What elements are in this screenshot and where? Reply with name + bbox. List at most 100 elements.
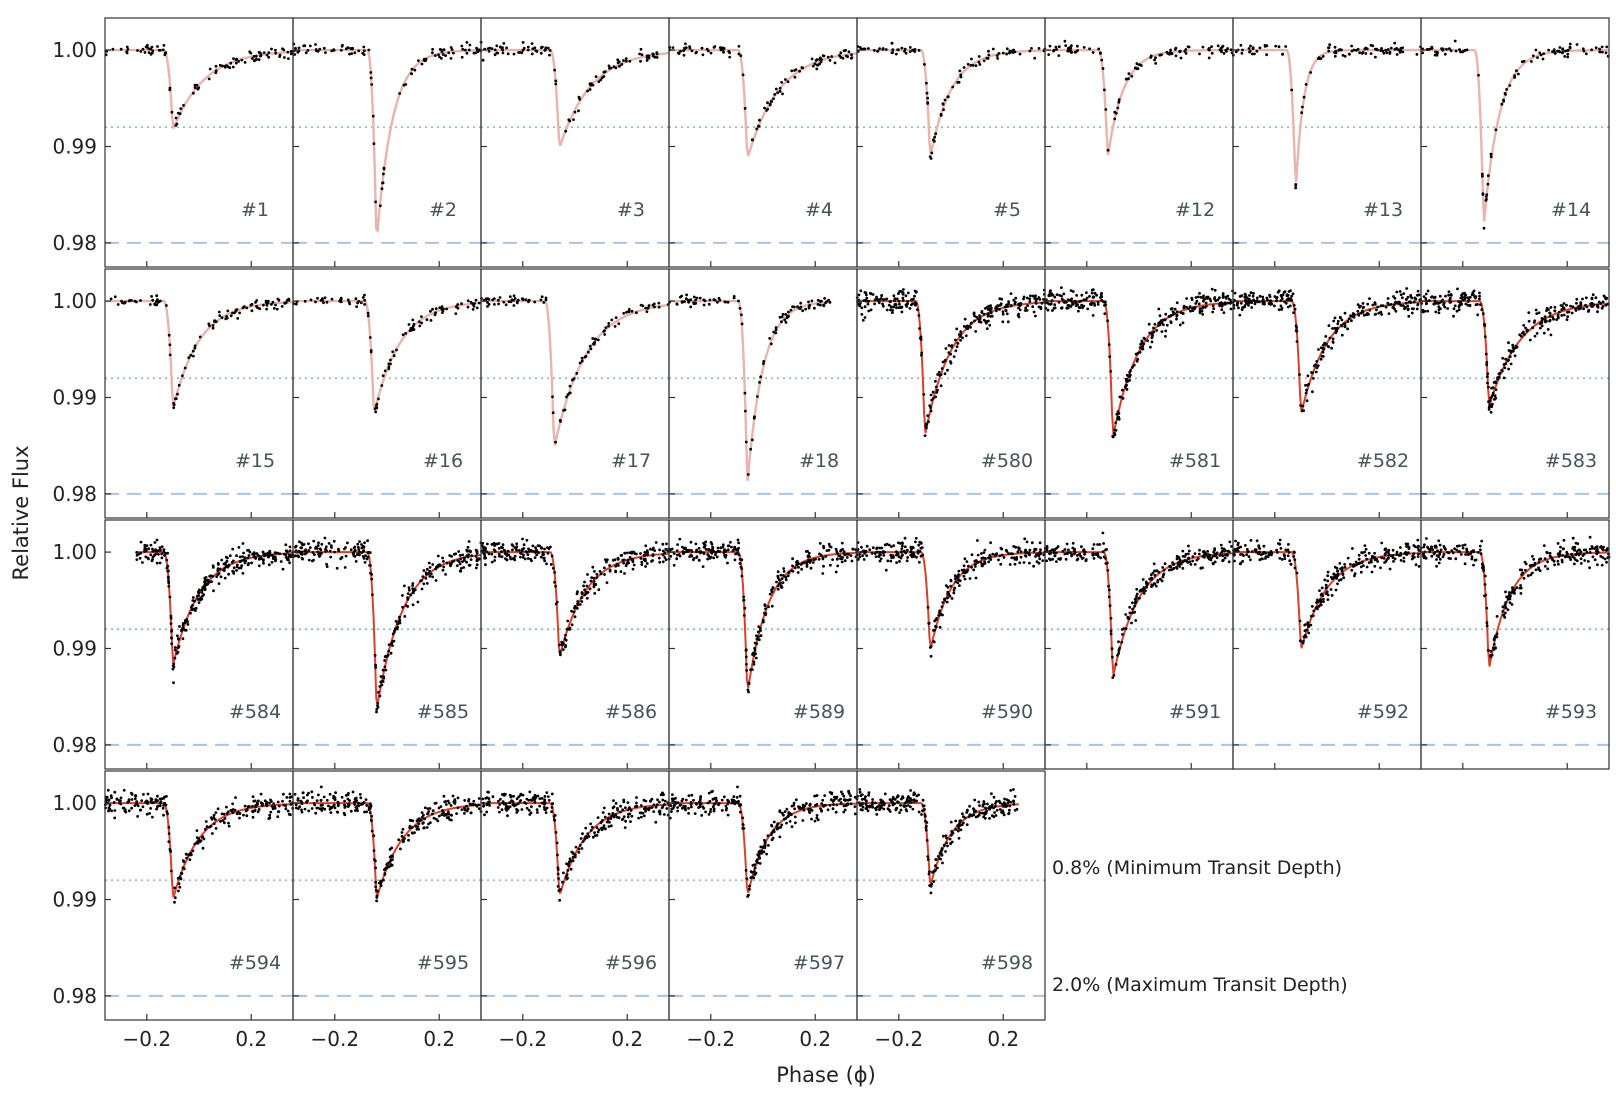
data-point	[1391, 554, 1395, 557]
data-point	[996, 304, 999, 308]
data-point	[1145, 583, 1149, 587]
data-point	[1255, 49, 1259, 53]
data-point	[466, 299, 470, 303]
data-point	[880, 546, 884, 550]
data-point	[1078, 552, 1082, 556]
data-point	[254, 58, 257, 62]
data-point	[548, 49, 552, 52]
data-point	[665, 542, 668, 546]
data-point	[177, 889, 180, 893]
data-point	[759, 629, 762, 632]
data-point	[987, 560, 991, 564]
data-point	[1534, 568, 1538, 572]
data-point	[394, 620, 398, 623]
data-point	[746, 688, 750, 692]
data-point	[177, 637, 180, 641]
data-point	[1319, 357, 1323, 361]
data-point	[1437, 539, 1441, 543]
data-point	[895, 306, 898, 310]
data-point	[1468, 303, 1472, 307]
data-point	[1431, 548, 1434, 552]
data-point	[169, 616, 173, 620]
data-point	[897, 48, 900, 52]
data-point	[167, 832, 171, 835]
data-point	[513, 297, 517, 300]
data-point	[1005, 52, 1008, 56]
data-point	[1491, 386, 1495, 390]
data-point	[1155, 329, 1159, 332]
data-point	[578, 603, 582, 606]
data-point	[259, 53, 263, 57]
data-point	[1076, 554, 1079, 557]
data-point	[1342, 576, 1346, 580]
data-point	[1269, 300, 1273, 304]
model-curve	[481, 551, 670, 655]
data-point	[285, 549, 288, 553]
data-point	[881, 302, 884, 306]
data-point	[616, 61, 620, 65]
data-point	[791, 305, 794, 309]
data-point	[1104, 548, 1107, 552]
data-point	[998, 308, 1001, 311]
data-point	[1441, 555, 1445, 559]
data-point	[1538, 51, 1542, 55]
data-point	[344, 554, 348, 558]
data-point	[1343, 566, 1347, 569]
data-point	[1545, 319, 1548, 323]
data-point	[919, 546, 923, 550]
data-point	[398, 92, 401, 95]
data-point	[917, 543, 921, 547]
data-point	[974, 559, 978, 562]
data-point	[203, 587, 207, 591]
data-point	[877, 555, 881, 558]
data-point	[1183, 559, 1187, 562]
data-point	[1318, 598, 1322, 601]
data-point	[872, 49, 876, 52]
data-point	[1593, 558, 1597, 562]
data-point	[1222, 52, 1226, 55]
data-point	[1464, 553, 1467, 556]
data-point	[444, 54, 447, 57]
data-point	[616, 58, 620, 62]
data-point	[1029, 294, 1032, 298]
data-point	[1380, 541, 1384, 545]
data-point	[383, 665, 387, 669]
data-point	[1278, 538, 1282, 542]
data-point	[682, 53, 686, 57]
data-point	[262, 51, 266, 54]
data-point	[1493, 394, 1497, 397]
data-point	[1278, 542, 1282, 546]
data-point	[216, 807, 220, 811]
data-point	[160, 545, 164, 549]
data-point	[1209, 299, 1213, 303]
data-point	[1085, 291, 1088, 294]
data-point	[700, 46, 704, 50]
data-point	[1291, 292, 1295, 296]
data-point	[316, 296, 319, 300]
data-point	[457, 550, 461, 553]
data-point	[973, 314, 976, 318]
data-point	[357, 49, 361, 53]
data-point	[1330, 346, 1333, 350]
data-point	[378, 204, 382, 208]
data-point	[1233, 559, 1236, 563]
data-point	[1343, 54, 1347, 58]
data-point	[1437, 311, 1441, 315]
data-point	[1320, 586, 1324, 590]
data-point	[529, 557, 533, 561]
data-point	[475, 550, 479, 554]
data-point	[173, 656, 177, 660]
data-point	[1423, 543, 1426, 547]
data-point	[162, 550, 166, 554]
data-point	[990, 314, 994, 318]
data-point	[1596, 550, 1600, 554]
data-point	[357, 548, 361, 552]
data-point	[597, 588, 601, 592]
data-point	[1236, 301, 1239, 304]
data-point	[1098, 543, 1102, 546]
data-point	[378, 694, 382, 698]
data-point	[970, 553, 974, 557]
data-point	[865, 554, 869, 557]
data-point	[592, 585, 596, 589]
data-point	[1339, 567, 1342, 571]
